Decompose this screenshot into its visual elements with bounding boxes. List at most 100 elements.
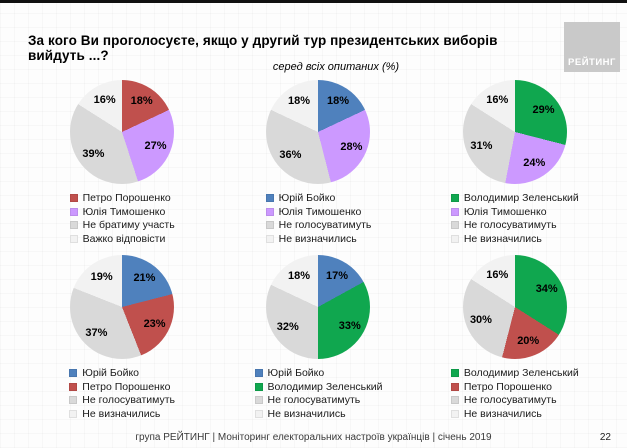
legend-label: Володимир Зеленський: [267, 380, 383, 393]
legend-item: Не голосуватимуть: [450, 394, 579, 407]
pie-4: 21% 23% 37% 19%: [70, 255, 175, 359]
legend-label: Не братиму участь: [82, 219, 175, 231]
legend-label: Володимир Зеленський: [463, 367, 579, 379]
legend-swatch: [69, 409, 78, 418]
charts-grid: 18% 27% 39% 16% Петро Порошенко Юлія Тимошенк…: [24, 80, 613, 420]
legend-item: Важко відповісти: [69, 232, 175, 246]
legend-item: Не братиму участь: [69, 219, 175, 232]
legend-label: Петро Порошенко: [82, 380, 171, 393]
page-number: 22: [599, 432, 611, 443]
legend-swatch: [450, 382, 459, 391]
legend-item: Не визначились: [450, 407, 579, 421]
legend-swatch: [69, 234, 78, 243]
legend-label: Не голосуватимуть: [463, 219, 557, 231]
legend-item: Володимир Зеленський: [450, 192, 579, 205]
slice-value-label: 16%: [93, 94, 116, 107]
slice-value-label: 31%: [470, 140, 493, 153]
pie-chart-2: 18% 28% 36% 18% Юрій Бойко Юлія Тимошенко Не г…: [220, 80, 416, 245]
slice-value-label: 30%: [469, 314, 492, 327]
legend-swatch: [69, 396, 78, 405]
legend-item: Юлія Тимошенко: [265, 206, 372, 219]
slice-value-label: 24%: [523, 156, 546, 169]
slice-value-label: 16%: [486, 269, 509, 282]
legend-5: Юрій Бойко Володимир Зеленський Не голосув…: [254, 367, 383, 421]
pie-chart-5: 17% 33% 32% 18% Юрій Бойко Володимир Зеленськ…: [220, 255, 416, 420]
legend-swatch: [450, 207, 459, 216]
page-title: За кого Ви проголосуєте, якщо у другий т…: [28, 33, 498, 63]
legend-label: Не визначились: [82, 407, 161, 420]
legend-item: Не голосуватимуть: [450, 219, 579, 232]
legend-swatch: [265, 221, 274, 230]
legend-swatch: [254, 396, 263, 405]
legend-item: Не визначились: [69, 408, 175, 421]
legend-item: Петро Порошенко: [69, 381, 175, 394]
legend-item: Не голосуватимуть: [254, 394, 383, 407]
legend-item: Володимир Зеленський: [254, 380, 383, 394]
legend-label: Важко відповісти: [82, 232, 166, 245]
legend-item: Не голосуватимуть: [265, 219, 372, 232]
legend-6: Володимир Зеленський Петро Порошенко Не го…: [450, 367, 579, 421]
legend-item: Юрій Бойко: [69, 367, 175, 380]
logo-text: РЕЙТИНГ: [568, 57, 616, 68]
pie-6: 34% 20% 30% 16%: [462, 255, 567, 359]
legend-label: Не голосуватимуть: [82, 394, 176, 406]
slice-value-label: 21%: [133, 272, 156, 285]
slice-value-label: 32%: [276, 320, 299, 333]
legend-swatch: [69, 221, 78, 230]
slice-value-label: 19%: [90, 270, 113, 283]
legend-item: Юрій Бойко: [265, 192, 372, 205]
legend-swatch: [69, 382, 78, 391]
legend-4: Юрій Бойко Петро Порошенко Не голосуватиму…: [69, 367, 175, 420]
legend-swatch: [265, 234, 274, 243]
slice-value-label: 18%: [287, 95, 310, 108]
legend-3: Володимир Зеленський Юлія Тимошенко Не гол…: [450, 192, 579, 246]
legend-swatch: [69, 194, 78, 203]
legend-swatch: [450, 194, 459, 203]
legend-label: Володимир Зеленський: [463, 192, 579, 204]
legend-label: Петро Порошенко: [82, 192, 171, 204]
slice-value-label: 16%: [486, 94, 509, 107]
legend-swatch: [254, 409, 263, 418]
legend-label: Петро Порошенко: [463, 380, 552, 393]
legend-label: Юлія Тимошенко: [82, 205, 166, 218]
legend-swatch: [69, 369, 78, 378]
pie-3: 29% 24% 31% 16%: [462, 80, 567, 184]
legend-label: Не голосуватимуть: [278, 219, 372, 231]
slice-value-label: 18%: [287, 270, 310, 283]
legend-swatch: [265, 207, 274, 216]
footer: група РЕЙТИНГ | Моніторинг електоральних…: [0, 432, 627, 443]
footer-source-text: група РЕЙТИНГ | Моніторинг електоральних…: [135, 432, 492, 443]
pie-5: 17% 33% 32% 18%: [266, 255, 371, 359]
chart-subtitle: серед всіх опитаних (%): [272, 61, 400, 73]
legend-item: Не голосуватимуть: [69, 394, 175, 407]
pie-chart-4: 21% 23% 37% 19% Юрій Бойко Петро Порошенко Не …: [24, 255, 220, 420]
legend-item: Юрій Бойко: [254, 367, 383, 380]
slice-value-label: 29%: [532, 103, 555, 116]
legend-swatch: [450, 396, 459, 405]
legend-1: Петро Порошенко Юлія Тимошенко Не братиму …: [69, 192, 175, 246]
legend-item: Не визначились: [450, 233, 579, 246]
legend-swatch: [450, 221, 459, 230]
legend-label: Юлія Тимошенко: [463, 205, 547, 218]
legend-swatch: [254, 382, 263, 391]
slice-value-label: 27%: [144, 140, 167, 153]
legend-swatch: [450, 369, 459, 378]
slice-value-label: 18%: [326, 95, 349, 108]
slice-value-label: 23%: [143, 317, 166, 330]
pie-chart-1: 18% 27% 39% 16% Петро Порошенко Юлія Тимошенк…: [24, 80, 220, 245]
pie-chart-6: 34% 20% 30% 16% Володимир Зеленський Петро По…: [417, 255, 613, 420]
pie-2: 18% 28% 36% 18%: [266, 80, 371, 184]
legend-label: Не визначились: [267, 407, 346, 420]
legend-item: Не визначились: [254, 407, 383, 421]
legend-label: Юрій Бойко: [267, 367, 325, 379]
legend-2: Юрій Бойко Юлія Тимошенко Не голосуватимут…: [265, 192, 372, 245]
legend-swatch: [450, 234, 459, 243]
legend-label: Не голосуватимуть: [463, 394, 557, 406]
slice-value-label: 28%: [340, 141, 363, 154]
legend-item: Петро Порошенко: [69, 192, 175, 205]
slice-value-label: 33%: [338, 319, 361, 332]
legend-swatch: [254, 369, 263, 378]
legend-item: Юлія Тимошенко: [69, 205, 175, 219]
legend-label: Не визначились: [463, 407, 542, 420]
